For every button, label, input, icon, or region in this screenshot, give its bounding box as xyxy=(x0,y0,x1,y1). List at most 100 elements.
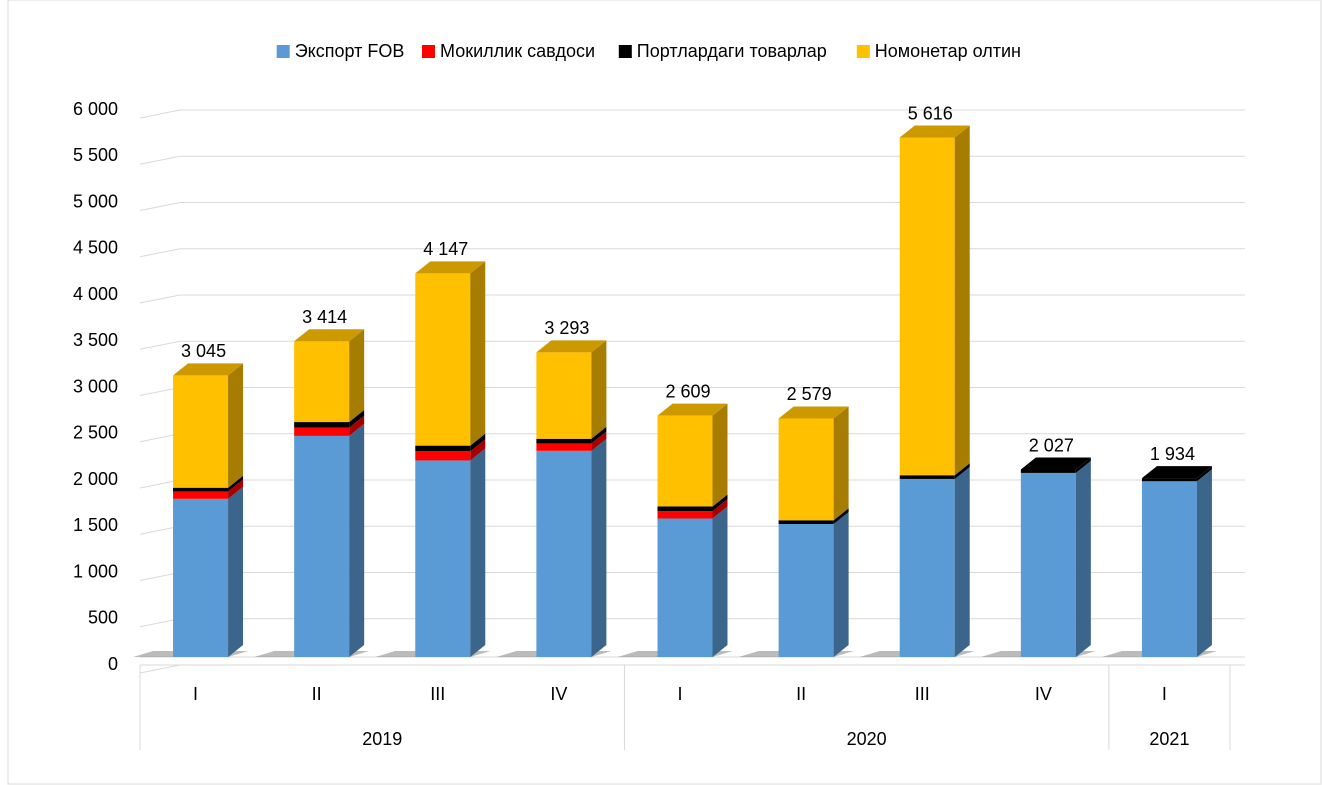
grid-line xyxy=(139,294,181,304)
bar-top xyxy=(536,340,607,353)
bar-segment xyxy=(657,415,713,507)
bar-side xyxy=(228,475,244,492)
bar-segment xyxy=(415,460,471,657)
total-label: 3 045 xyxy=(181,341,226,361)
bar-side xyxy=(349,423,365,657)
bar-segment xyxy=(1020,472,1076,657)
x-tick-label: I xyxy=(193,684,198,704)
grid-line xyxy=(139,248,181,258)
bar-segment xyxy=(294,341,350,423)
bar-segment xyxy=(294,427,350,436)
bar-top xyxy=(415,261,486,274)
bar-top xyxy=(294,329,365,342)
bar-side xyxy=(1196,469,1212,657)
legend-swatch xyxy=(422,45,435,58)
group-label: 2019 xyxy=(362,729,402,749)
total-label: 2 609 xyxy=(665,381,710,401)
bar-segment xyxy=(173,375,229,488)
bar-top xyxy=(173,363,244,376)
bar-side xyxy=(470,439,486,461)
bar-side xyxy=(833,511,849,657)
legend: Экспорт FOB Мокиллик савдоси Портлардаги т… xyxy=(276,41,1021,61)
bar-side xyxy=(228,486,244,657)
legend-label: Портлардаги товарлар xyxy=(637,41,827,61)
y-tick-label: 6 000 xyxy=(73,99,118,119)
bar-segment xyxy=(778,520,834,524)
bar-segment xyxy=(415,445,471,452)
y-tick-label: 500 xyxy=(88,608,118,628)
grid-line xyxy=(139,340,181,350)
bar-side xyxy=(349,415,365,436)
bar-top xyxy=(899,125,970,138)
y-tick-label: 1 500 xyxy=(73,515,118,535)
bar-side xyxy=(591,426,607,444)
y-tick-label: 0 xyxy=(108,654,118,674)
y-tick-label: 2 500 xyxy=(73,423,118,443)
total-label: 1 934 xyxy=(1150,444,1195,464)
legend-label: Номонетар олтин xyxy=(875,41,1021,61)
total-label: 2 579 xyxy=(787,384,832,404)
bar-segment xyxy=(778,523,834,657)
group-label: 2021 xyxy=(1149,729,1189,749)
y-tick-label: 3 000 xyxy=(73,376,118,396)
bar-side xyxy=(228,363,244,488)
bar-segment xyxy=(536,438,592,444)
bar-segment xyxy=(1141,481,1197,657)
total-label: 3 293 xyxy=(544,318,589,338)
bar-side xyxy=(712,506,728,657)
y-tick-label: 5 000 xyxy=(73,191,118,211)
bar-segment xyxy=(294,435,350,657)
bar-segment xyxy=(657,506,713,512)
bar-side xyxy=(1075,457,1091,473)
bar-side xyxy=(833,508,849,524)
bar-side xyxy=(833,406,849,521)
bar-side xyxy=(954,463,970,479)
bar-segment xyxy=(657,518,713,657)
bar-side xyxy=(470,433,486,452)
bar-side xyxy=(228,479,244,499)
bar-segment xyxy=(173,487,229,492)
total-label: 5 616 xyxy=(908,103,953,123)
bar-segment xyxy=(536,450,592,657)
bar-top xyxy=(1141,466,1212,479)
bar-side xyxy=(591,438,607,657)
bar-side xyxy=(470,448,486,657)
grid-line xyxy=(139,664,181,674)
bar-segment xyxy=(899,137,955,476)
x-tick-label: III xyxy=(915,684,930,704)
bar-segment xyxy=(899,475,955,479)
bar-top xyxy=(778,406,849,419)
y-tick-label: 2 000 xyxy=(73,469,118,489)
x-tick-label: I xyxy=(677,684,682,704)
bar-side xyxy=(1075,460,1091,657)
y-tick-label: 4 500 xyxy=(73,238,118,258)
legend-label: Экспорт FOB xyxy=(295,41,405,61)
group-label: 2020 xyxy=(847,729,887,749)
x-tick-label: IV xyxy=(550,684,567,704)
total-label: 4 147 xyxy=(423,239,468,259)
bar-segment xyxy=(173,498,229,657)
bar-segment xyxy=(536,443,592,451)
bar-segment xyxy=(294,422,350,428)
bar-side xyxy=(1196,466,1212,482)
bar-segment xyxy=(778,418,834,521)
total-label: 3 414 xyxy=(302,307,347,327)
bar-side xyxy=(349,329,365,423)
y-tick-label: 4 000 xyxy=(73,284,118,304)
legend-swatch xyxy=(276,45,290,58)
x-tick-label: I xyxy=(1162,684,1167,704)
legend-swatch xyxy=(856,45,870,58)
x-tick-label: IV xyxy=(1035,684,1052,704)
bar-side xyxy=(591,340,607,439)
bar-side xyxy=(954,125,970,476)
bar-side xyxy=(470,261,486,446)
bar-segment xyxy=(415,273,471,446)
bar-side xyxy=(712,403,728,507)
grid-line xyxy=(139,155,181,165)
total-label: 2 027 xyxy=(1029,435,1074,455)
bar-segment xyxy=(536,352,592,439)
grid-line xyxy=(139,109,181,119)
y-tick-label: 5 500 xyxy=(73,145,118,165)
bar-segment xyxy=(173,491,229,499)
bar-side xyxy=(712,499,728,519)
